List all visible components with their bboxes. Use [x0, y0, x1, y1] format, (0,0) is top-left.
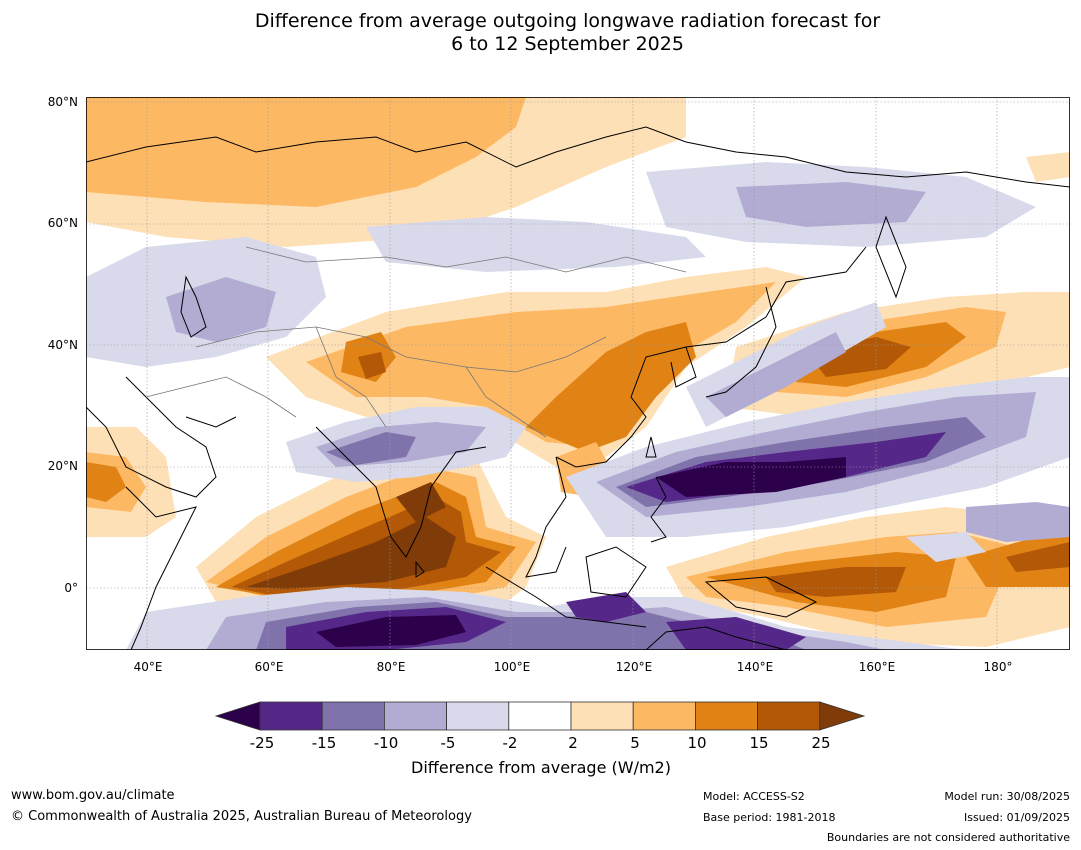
colorbar-over-arrow	[819, 701, 866, 731]
graticule	[86, 97, 1070, 650]
colorbar-bin-3	[383, 701, 447, 731]
country-borders	[145, 246, 687, 438]
disclaimer-text: Boundaries are not considered authoritat…	[826, 831, 1070, 844]
colorbar-tick: -10	[373, 734, 399, 752]
lat-label-40n: 40°N	[47, 338, 78, 352]
colorbar-tick: -2	[502, 734, 518, 752]
chart-title: Difference from average outgoing longwav…	[254, 10, 881, 55]
issued-text: Issued: 01/09/2025	[963, 811, 1070, 824]
colorbar-label: Difference from average (W/m2)	[411, 758, 671, 777]
lon-label-40e: 40°E	[133, 660, 163, 674]
colorbar-tick: -15	[311, 734, 337, 752]
colorbar	[214, 701, 866, 731]
colorbar-bin-9	[757, 701, 821, 731]
lon-label-60e: 60°E	[254, 660, 284, 674]
lon-label-120e: 120°E	[615, 660, 653, 674]
colorbar-tick: 25	[811, 734, 831, 752]
lon-label-160e: 160°E	[858, 660, 896, 674]
website-link[interactable]: www.bom.gov.au/climate	[11, 788, 175, 803]
colorbar-under-arrow	[214, 701, 261, 731]
lon-label-100e: 100°E	[493, 660, 531, 674]
lat-label-0: 0°	[64, 581, 78, 595]
coastlines	[86, 126, 1070, 650]
negative-anomaly-regions	[86, 162, 1070, 650]
colorbar-bin-2	[321, 701, 385, 731]
colorbar-tick: 10	[687, 734, 707, 752]
base-period-text: Base period: 1981-2018	[703, 811, 836, 824]
colorbar-tick: 2	[568, 734, 578, 752]
colorbar-bin-7	[632, 701, 696, 731]
colorbar-bin-8	[694, 701, 758, 731]
olr-anomaly-map	[86, 97, 1070, 650]
lat-label-80n: 80°N	[47, 95, 78, 109]
colorbar-bin-5	[508, 701, 572, 731]
colorbar-tick: -25	[249, 734, 275, 752]
colorbar-tick: -5	[440, 734, 456, 752]
map-frame	[86, 97, 1070, 650]
model-run-text: Model run: 30/08/2025	[944, 790, 1070, 803]
colorbar-tick: 5	[630, 734, 640, 752]
colorbar-tick: 15	[749, 734, 769, 752]
model-text: Model: ACCESS-S2	[703, 790, 805, 803]
lon-label-140e: 140°E	[736, 660, 774, 674]
colorbar-bin-6	[570, 701, 634, 731]
lat-label-20n: 20°N	[47, 459, 78, 473]
colorbar-bin-4	[446, 701, 510, 731]
copyright-text: © Commonwealth of Australia 2025, Austra…	[11, 809, 472, 824]
lon-label-80e: 80°E	[376, 660, 406, 674]
lat-label-60n: 60°N	[47, 216, 78, 230]
lon-label-180: 180°	[983, 660, 1013, 674]
colorbar-bin-1	[259, 701, 323, 731]
